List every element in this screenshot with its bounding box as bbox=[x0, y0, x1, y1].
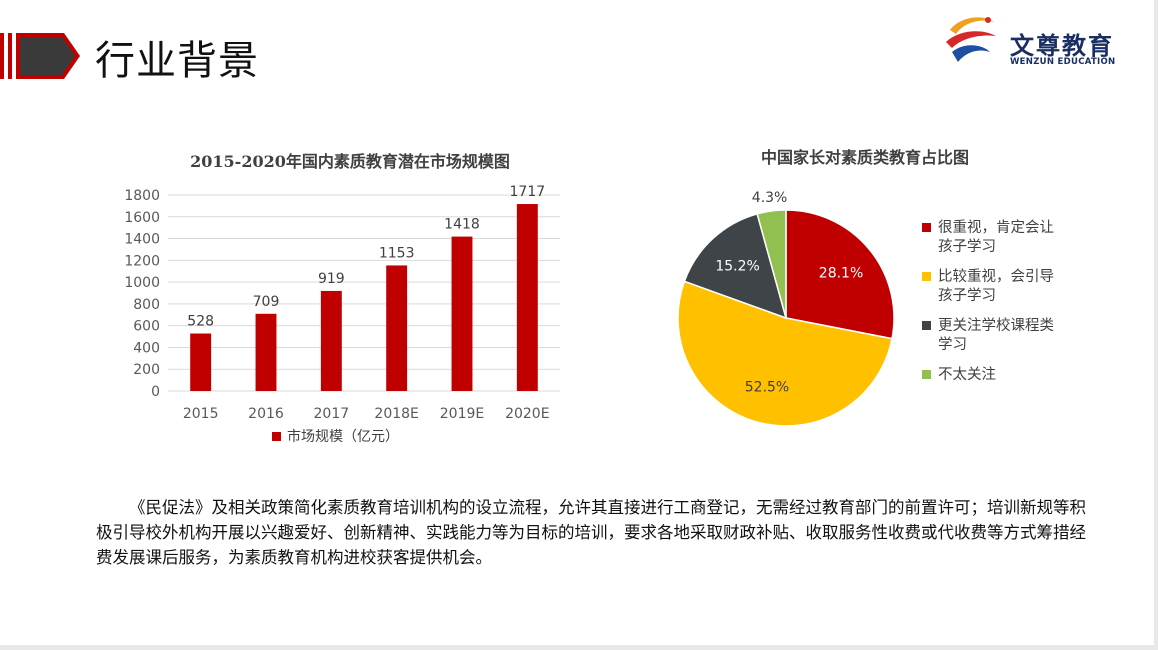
y-tick-label: 0 bbox=[151, 384, 160, 400]
y-tick-label: 1400 bbox=[124, 232, 160, 248]
legend-swatch bbox=[922, 223, 931, 232]
legend-swatch bbox=[922, 272, 931, 281]
bar-2016 bbox=[255, 313, 277, 391]
pie-data-label: 15.2% bbox=[715, 259, 759, 275]
brand-logo: 文尊教育 WENZUN EDUCATION bbox=[942, 12, 1142, 70]
pie-slice-1 bbox=[677, 280, 893, 427]
pie-data-label: 28.1% bbox=[819, 266, 863, 282]
pie-data-label: 4.3% bbox=[752, 190, 788, 206]
legend-swatch bbox=[922, 370, 931, 379]
page-title: 行业背景 bbox=[95, 38, 259, 84]
bar-2015 bbox=[190, 333, 212, 391]
y-tick-label: 1600 bbox=[124, 210, 160, 226]
legend-label: 更关注学校课程类 bbox=[938, 317, 1054, 334]
y-tick-label: 400 bbox=[133, 340, 160, 356]
body-paragraph: 《民促法》及相关政策简化素质教育培训机构的设立流程，允许其直接进行工商登记，无需… bbox=[96, 498, 1086, 567]
legend-label: 市场规模（亿元） bbox=[287, 428, 399, 445]
bar-data-label: 1153 bbox=[379, 245, 415, 261]
title-accent-bar bbox=[0, 33, 80, 79]
bar-2018E bbox=[386, 265, 408, 391]
y-tick-label: 600 bbox=[133, 319, 160, 335]
bar-data-label: 528 bbox=[187, 314, 214, 330]
bar-chart-title: 2015-2020年国内素质教育潜在市场规模图 bbox=[190, 152, 510, 171]
x-tick-label: 2016 bbox=[248, 406, 284, 422]
legend-swatch bbox=[272, 432, 281, 441]
x-tick-label: 2019E bbox=[440, 406, 484, 422]
y-tick-label: 1800 bbox=[124, 188, 160, 204]
pie-data-label: 52.5% bbox=[745, 380, 789, 396]
pie-slice-3 bbox=[756, 209, 787, 319]
bar-data-label: 1717 bbox=[510, 184, 546, 200]
pie-chart: 28.1%52.5%15.2%4.3%很重视，肯定会让孩子学习比较重视，会引导孩… bbox=[677, 190, 1054, 427]
y-tick-label: 200 bbox=[133, 362, 160, 378]
legend-label: 学习 bbox=[938, 336, 967, 353]
pie-chart-title: 中国家长对素质类教育占比图 bbox=[760, 148, 969, 167]
bar-2019E bbox=[451, 236, 473, 391]
legend-label: 不太关注 bbox=[938, 366, 996, 383]
bar-data-label: 709 bbox=[253, 294, 280, 310]
pie-slice-0 bbox=[785, 209, 895, 340]
slide-frame-right bbox=[1154, 0, 1158, 650]
logo-mark-icon bbox=[946, 17, 996, 62]
x-tick-label: 2020E bbox=[505, 406, 549, 422]
legend-label: 孩子学习 bbox=[938, 287, 996, 304]
bar-chart: 0 200 400 600 800 1000 1200 1400 1600 1800 528 2015… bbox=[124, 184, 560, 445]
slide-frame-bottom bbox=[0, 645, 1158, 650]
x-tick-label: 2015 bbox=[183, 406, 219, 422]
logo-name-cn: 文尊教育 bbox=[1010, 32, 1114, 60]
pie-slice-2 bbox=[683, 212, 788, 320]
legend-label: 孩子学习 bbox=[938, 238, 996, 255]
bar-2020E bbox=[516, 204, 538, 391]
y-tick-label: 1000 bbox=[124, 275, 160, 291]
legend-label: 比较重视，会引导 bbox=[938, 267, 1054, 285]
x-tick-label: 2018E bbox=[374, 406, 418, 422]
bar-data-label: 1418 bbox=[444, 217, 480, 233]
bar-2017 bbox=[320, 290, 342, 391]
y-tick-label: 1200 bbox=[124, 253, 160, 269]
y-tick-label: 800 bbox=[133, 297, 160, 313]
legend-label: 很重视，肯定会让 bbox=[938, 219, 1054, 236]
legend-swatch bbox=[922, 321, 931, 330]
bar-data-label: 919 bbox=[318, 271, 345, 287]
x-tick-label: 2017 bbox=[314, 406, 350, 422]
logo-name-en: WENZUN EDUCATION bbox=[1010, 57, 1116, 67]
